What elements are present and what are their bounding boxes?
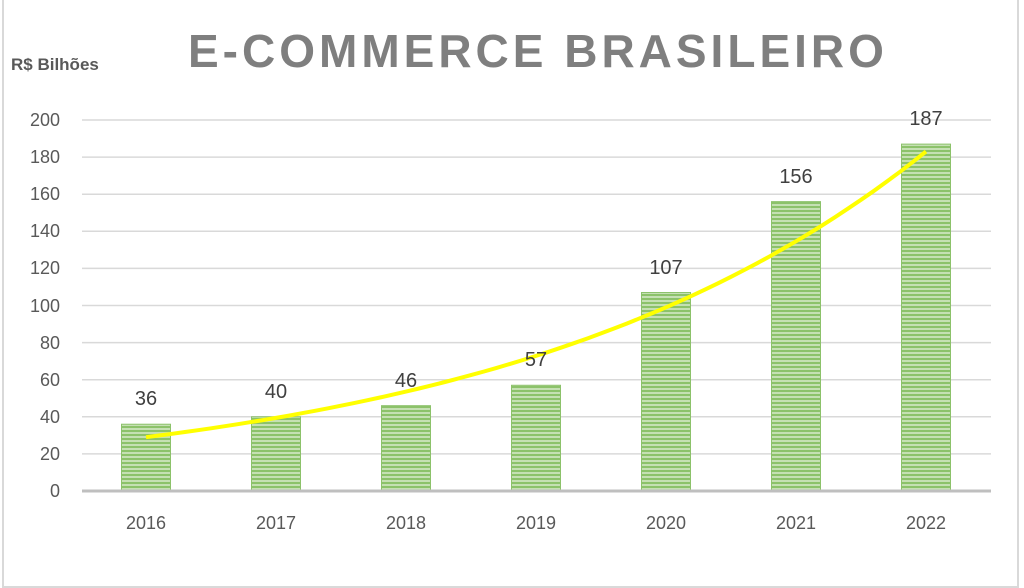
trendline: [145, 149, 928, 440]
data-label: 156: [779, 165, 813, 188]
data-label: 107: [649, 256, 683, 279]
plot-area: [82, 119, 991, 493]
x-tick-label: 2020: [645, 513, 687, 533]
bar-2018: [381, 405, 431, 492]
x-tick-label: 2019: [515, 513, 557, 533]
y-tick-label: 80: [39, 332, 60, 353]
y-tick-label: 120: [29, 258, 60, 279]
data-label: 187: [909, 108, 943, 131]
chart-title: E-COMMERCE BRASILEIRO: [188, 25, 888, 77]
x-tick-label: 2022: [905, 513, 947, 533]
x-tick-label: 2016: [125, 513, 167, 533]
bar-2017: [251, 416, 301, 492]
bar-2022: [901, 143, 951, 492]
y-tick-label: 160: [29, 184, 60, 205]
y-tick-label: 180: [29, 147, 60, 168]
y-tick-label: 60: [39, 369, 60, 390]
bar-2020: [641, 292, 691, 492]
bar-2019: [511, 384, 561, 492]
data-label: 40: [264, 380, 288, 403]
y-axis-unit-label: R$ Bilhões: [11, 55, 99, 74]
y-tick-label: 0: [49, 481, 60, 501]
y-tick-label: 100: [29, 295, 60, 316]
bar-2021: [771, 201, 821, 492]
data-label: 57: [524, 349, 548, 372]
x-tick-label: 2018: [385, 513, 427, 533]
y-tick-label: 140: [29, 221, 60, 242]
x-tick-label: 2017: [255, 513, 297, 533]
y-tick-label: 40: [39, 406, 60, 427]
data-label: 46: [394, 369, 418, 392]
data-label: 36: [134, 388, 158, 411]
y-tick-label: 200: [29, 110, 60, 130]
x-tick-label: 2021: [775, 513, 817, 533]
y-tick-label: 20: [39, 443, 60, 464]
